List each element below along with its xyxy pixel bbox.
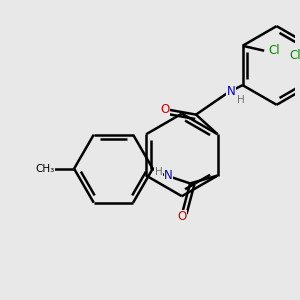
Text: O: O [178, 210, 187, 224]
Text: CH₃: CH₃ [35, 164, 54, 174]
Text: N: N [227, 85, 236, 98]
Text: Cl: Cl [289, 49, 300, 62]
Text: N: N [164, 169, 173, 182]
Text: H: H [155, 167, 163, 177]
Text: H: H [237, 95, 245, 105]
Text: Cl: Cl [268, 44, 280, 57]
Text: O: O [160, 103, 169, 116]
